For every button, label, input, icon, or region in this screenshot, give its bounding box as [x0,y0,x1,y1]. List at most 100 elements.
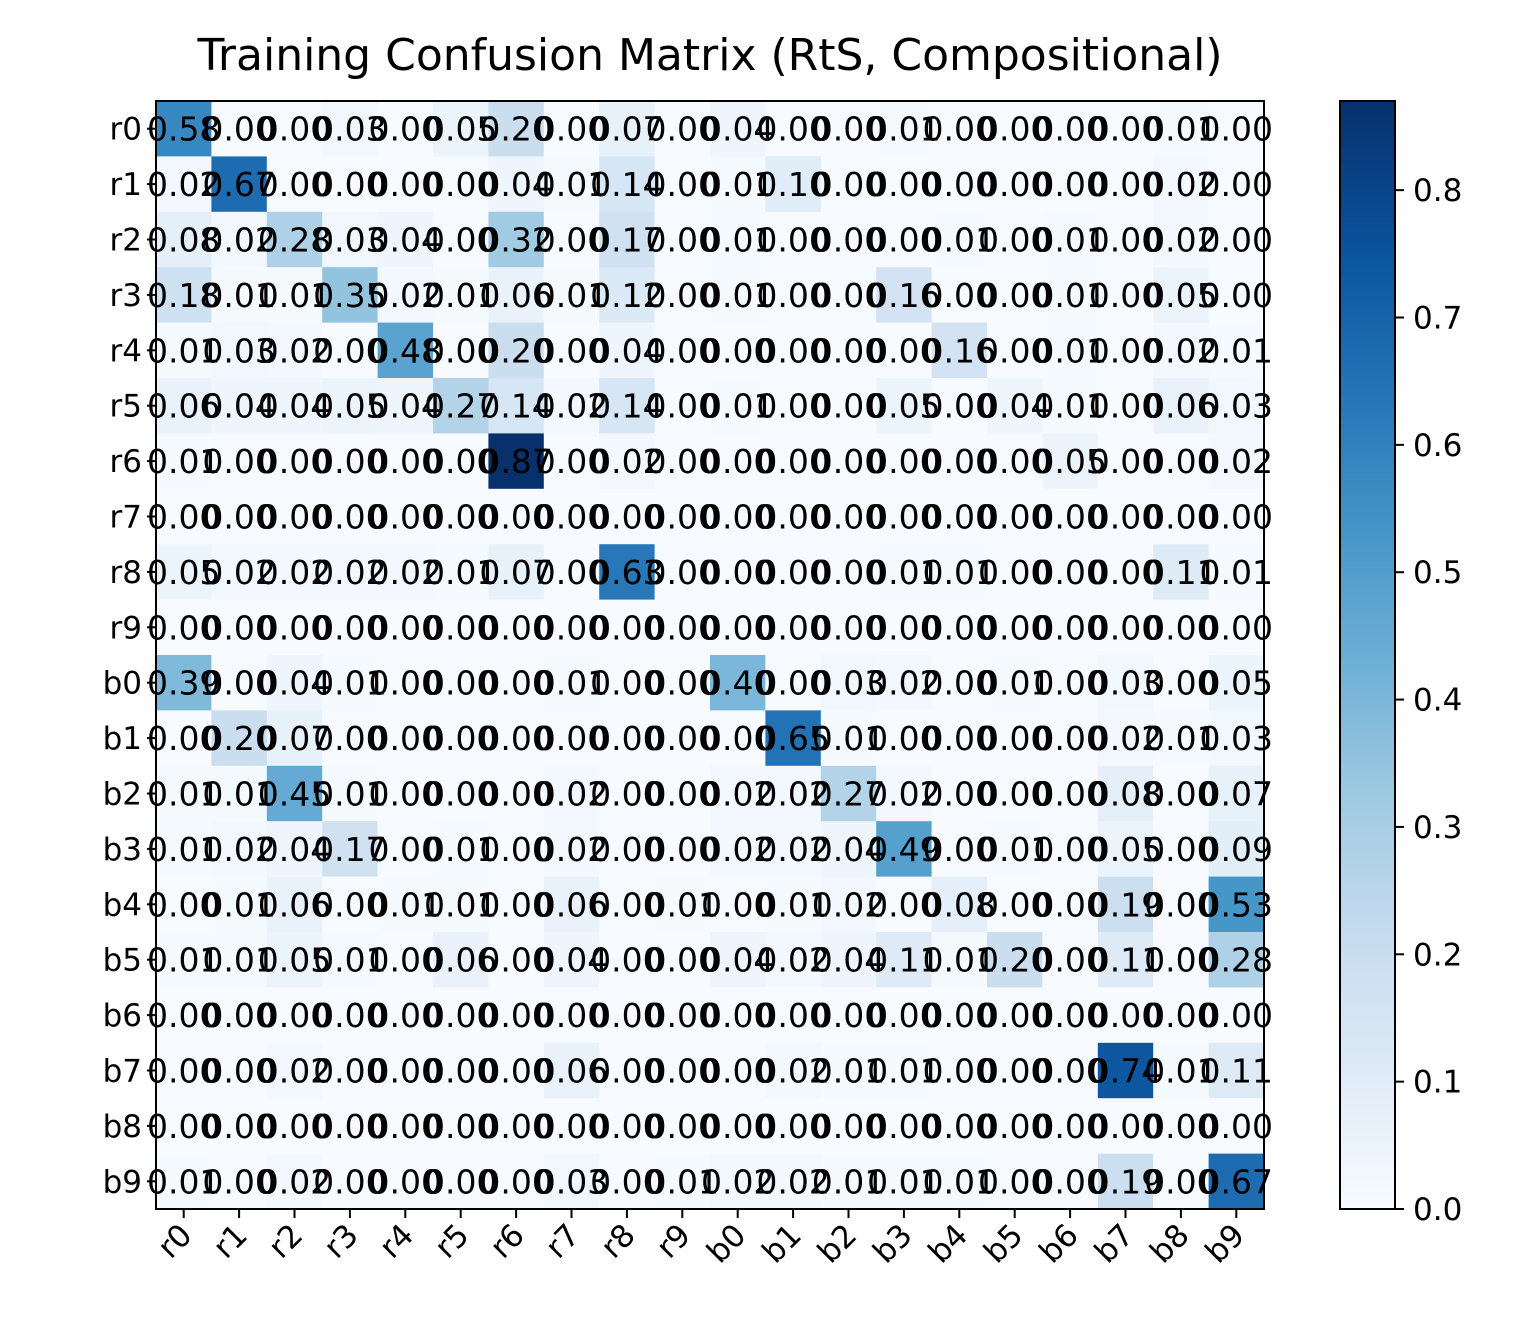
heatmap-cell [931,655,988,711]
heatmap-cell [266,1098,323,1155]
heatmap-cell [322,433,379,490]
heatmap-cell [543,1153,600,1210]
cell-value-label: 0.00 [1144,775,1217,814]
heatmap-cell [377,821,434,878]
heatmap-cell [1208,765,1265,822]
cell-value-label: 0.00 [646,110,719,149]
heatmap-cell [820,710,877,767]
heatmap-cell [377,488,434,545]
heatmap-cell [876,1098,933,1155]
cell-value-label: 0.00 [867,331,940,370]
heatmap-cell [266,488,323,545]
heatmap-cell [820,987,877,1044]
heatmap-cell [765,433,822,490]
heatmap-cell [931,433,988,490]
heatmap-cell [1208,1042,1265,1099]
cell-value-label: 0.00 [369,1107,442,1146]
heatmap-cell [1042,821,1099,878]
heatmap-cell [377,655,434,711]
heatmap-cell [377,267,434,324]
cell-value-label: 0.00 [1089,996,1162,1035]
cell-value-label: 0.00 [867,719,940,758]
heatmap-cell [987,655,1043,711]
heatmap-cell [266,544,323,601]
colorbar-tick-label: 0.2 [1413,937,1462,973]
cell-value-label: 0.01 [1200,553,1273,592]
heatmap-cell [765,1153,822,1210]
cell-value-label: 0.00 [479,941,552,980]
heatmap-cell [876,655,933,711]
cell-value-label: 0.03 [313,221,386,260]
cell-value-label: 0.00 [258,442,331,481]
cell-value-label: 0.05 [1200,664,1273,703]
heatmap-cell [931,322,988,379]
cell-value-label: 0.00 [646,1107,719,1146]
cell-value-label: 0.01 [535,276,608,315]
heatmap-cell [543,488,600,545]
cell-value-label: 0.01 [313,941,386,980]
heatmap-cell [211,1098,268,1155]
heatmap-cell [710,211,766,268]
heatmap-cell [987,821,1043,878]
cell-value-label: 0.00 [646,996,719,1035]
heatmap-cell [1208,710,1265,767]
heatmap-cell [599,1153,656,1210]
cell-value-label: 0.00 [147,1107,220,1146]
heatmap-cell [876,821,933,878]
cell-value-label: 0.00 [1144,498,1217,537]
cell-value-label: 0.01 [535,664,608,703]
heatmap-cell [599,433,656,490]
cell-value-label: 0.02 [756,830,829,869]
heatmap-cell [156,765,212,822]
heatmap-cell [931,544,988,601]
cell-value-label: 0.03 [313,110,386,149]
cell-value-label: 0.00 [424,996,497,1035]
cell-value-label: 0.00 [479,1162,552,1201]
cell-value-label: 0.00 [147,1052,220,1091]
heatmap-cell [820,267,877,324]
heatmap-cell [488,821,545,878]
cell-value-label: 0.00 [1200,1107,1273,1146]
heatmap-cell [710,156,766,213]
cell-value-label: 0.00 [867,608,940,647]
heatmap-cell [876,987,933,1044]
heatmap-cell [266,378,323,434]
heatmap-cell [488,599,545,656]
heatmap-cell [1208,322,1265,379]
heatmap-cell [1097,322,1154,379]
cell-value-label: 0.00 [646,830,719,869]
cell-value-label: 0.00 [923,387,996,426]
cell-value-label: 0.00 [978,996,1051,1035]
cell-value-label: 0.00 [646,1052,719,1091]
cell-value-label: 0.04 [590,331,663,370]
heatmap-cell [1097,101,1154,157]
heatmap-cell [599,821,656,878]
cell-value-label: 0.00 [590,1052,663,1091]
cell-value-label: 0.00 [1144,830,1217,869]
y-tick-label: r9 [110,610,142,646]
heatmap-cell [377,710,434,767]
heatmap-cell [1097,710,1154,767]
heatmap-cell [433,1098,489,1155]
cell-value-label: 0.08 [1089,775,1162,814]
cell-value-label: 0.00 [1033,608,1106,647]
cell-value-label: 0.00 [202,498,275,537]
heatmap-cell [322,765,379,822]
heatmap-cell [322,488,379,545]
cell-value-label: 0.00 [1144,941,1217,980]
cell-value-label: 0.19 [1089,1162,1162,1201]
cell-value-label: 0.04 [202,387,275,426]
heatmap-cell [266,156,323,213]
cell-value-label: 0.02 [756,1162,829,1201]
heatmap-cell [820,932,877,988]
heatmap-cell [654,156,711,213]
heatmap-cell [266,1153,323,1210]
cell-value-label: 0.06 [479,276,552,315]
cell-value-label: 0.00 [369,498,442,537]
heatmap-cell [1208,488,1265,545]
heatmap-cell [1097,599,1154,656]
y-tick-label: b7 [103,1054,142,1090]
heatmap-cell [156,156,212,213]
cell-value-label: 0.00 [812,1107,885,1146]
